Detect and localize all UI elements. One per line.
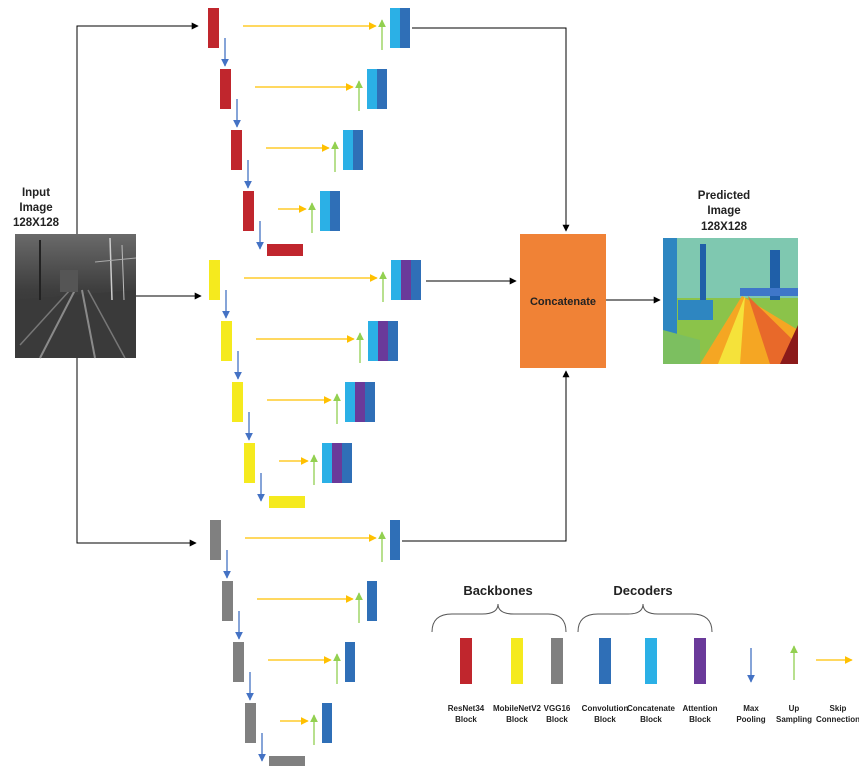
mobilenetv2-decoder-block [401, 260, 411, 300]
legend-label-line1: Convolution [582, 704, 629, 713]
resnet34-decoder-block [400, 8, 410, 48]
vgg16-decoder-block [367, 581, 377, 621]
resnet34-decoder-block [377, 69, 387, 109]
legend-label-line1: ResNet34 [448, 704, 485, 713]
legend-label-line2: Block [594, 715, 616, 724]
mobilenetv2-decoder-block [322, 443, 332, 483]
legend-label-line2: Sampling [776, 715, 812, 724]
resnet34-branch [208, 8, 410, 256]
mobilenetv2-decoder-block [365, 382, 375, 422]
output-title-line1: Predicted [698, 190, 750, 202]
legend-label-line1: Skip [830, 704, 847, 713]
input-image-label: Input Image 128X128 [13, 187, 60, 229]
legend-label-line2: Connection [816, 715, 859, 724]
resnet34-decoder-block [353, 130, 363, 170]
decoders-brace [577, 603, 713, 633]
legend-label-line1: VGG16 [544, 704, 571, 713]
mobilenetv2-decoder-block [411, 260, 421, 300]
resnet34-decoder-block [343, 130, 353, 170]
backbones-brace [431, 603, 567, 633]
network-branches [208, 8, 421, 766]
legend-item: Up Sampling [776, 645, 812, 724]
attention-block-swatch [694, 638, 706, 684]
vgg16-encoder-block [210, 520, 221, 560]
legend-item: MobileNetV2 Block [493, 638, 542, 724]
mobilenetv2-encoder-block [244, 443, 255, 483]
vgg16-decoder-block [390, 520, 400, 560]
legend-label-line2: Block [546, 715, 568, 724]
vgg16-decoder-block [322, 703, 332, 743]
mobilenetv2-branch [209, 260, 421, 508]
predicted-image [663, 238, 798, 364]
mobilenetv2-decoder-block [355, 382, 365, 422]
resnet34-bottleneck-block [267, 244, 303, 256]
legend-label-line2: Block [640, 715, 662, 724]
legend-item: Attention Block [682, 638, 718, 724]
mobilenetv2-decoder-block [332, 443, 342, 483]
legend-label-line2: Pooling [736, 715, 765, 724]
vgg16-encoder-block [222, 581, 233, 621]
legend-label-line1: Attention [682, 704, 717, 713]
legend-item: Concatenate Block [627, 638, 676, 724]
input-title-line1: Input [22, 187, 50, 199]
concatenate-box [520, 234, 606, 368]
legend-label-line2: Block [455, 715, 477, 724]
mobilenetv2-decoder-block [388, 321, 398, 361]
mobilenetv2-decoder-block [391, 260, 401, 300]
resnet34-encoder-block [243, 191, 254, 231]
legend-label-line1: Max [743, 704, 759, 713]
legend: Backbones Decoders ResNet34BlockMobileNe… [431, 583, 859, 724]
resnet34-encoder-block [220, 69, 231, 109]
mobilenetv2-bottleneck-block [269, 496, 305, 508]
mobilenetv2-encoder-block [221, 321, 232, 361]
legend-item: Max Pooling [736, 648, 766, 724]
input-size: 128X128 [13, 217, 60, 229]
resnet34-decoder-block [320, 191, 330, 231]
mobilenetv2-decoder-block [345, 382, 355, 422]
mobilenet-block-swatch [511, 638, 523, 684]
output-title-line2: Image [707, 205, 740, 217]
vgg16-encoder-block [233, 642, 244, 682]
concatenate-block-swatch [645, 638, 657, 684]
resnet34-decoder-block [390, 8, 400, 48]
legend-item: VGG16 Block [544, 638, 571, 724]
vgg16-branch [210, 520, 400, 766]
vgg16-encoder-block [245, 703, 256, 743]
input-title-line2: Image [19, 202, 52, 214]
resnet34-decoder-block [367, 69, 377, 109]
legend-decoders-title: Decoders [613, 583, 672, 598]
resnet34-decoder-block [330, 191, 340, 231]
resnet-block-swatch [460, 638, 472, 684]
legend-label-line2: Block [506, 715, 528, 724]
mobilenetv2-decoder-block [368, 321, 378, 361]
resnet34-encoder-block [231, 130, 242, 170]
concatenate-node: Concatenate [520, 234, 606, 368]
legend-label-line2: Block [689, 715, 711, 724]
legend-backbones-title: Backbones [463, 583, 532, 598]
convolution-block-swatch [599, 638, 611, 684]
vgg-block-swatch [551, 638, 563, 684]
legend-label-line1: Up [789, 704, 800, 713]
mobilenetv2-encoder-block [209, 260, 220, 300]
legend-label-line1: Concatenate [627, 704, 676, 713]
mobilenetv2-decoder-block [378, 321, 388, 361]
legend-item: ResNet34 Block [448, 638, 485, 724]
predicted-image-label: Predicted Image 128X128 [698, 190, 750, 233]
concatenate-label: Concatenate [530, 296, 596, 308]
vgg16-bottleneck-block [269, 756, 305, 766]
mobilenetv2-decoder-block [342, 443, 352, 483]
resnet34-encoder-block [208, 8, 219, 48]
flow-arrows [76, 22, 661, 547]
vgg16-decoder-block [345, 642, 355, 682]
legend-item: Skip Connection [816, 656, 859, 724]
legend-item: Convolution Block [582, 638, 629, 724]
output-size: 128X128 [701, 221, 748, 233]
input-image [15, 234, 137, 359]
legend-label-line1: MobileNetV2 [493, 704, 542, 713]
mobilenetv2-encoder-block [232, 382, 243, 422]
